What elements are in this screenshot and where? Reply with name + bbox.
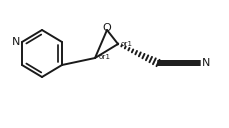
Text: or1: or1 — [120, 41, 132, 47]
Text: O: O — [102, 23, 111, 33]
Text: N: N — [12, 37, 20, 47]
Text: or1: or1 — [98, 54, 111, 60]
Text: N: N — [201, 58, 210, 68]
